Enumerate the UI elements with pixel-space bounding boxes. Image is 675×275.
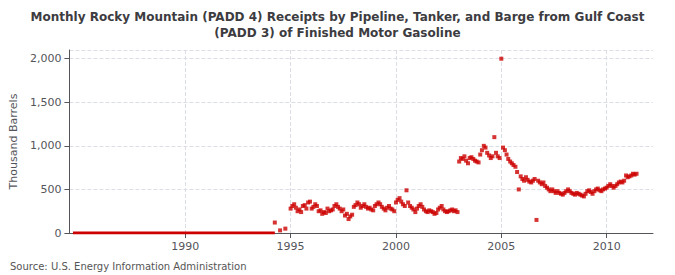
svg-text:1,000: 1,000 xyxy=(30,139,62,152)
svg-text:2,000: 2,000 xyxy=(30,52,62,65)
svg-text:1995: 1995 xyxy=(277,240,305,253)
svg-text:Thousand Barrels: Thousand Barrels xyxy=(7,93,20,190)
svg-text:2010: 2010 xyxy=(593,240,621,253)
svg-text:Monthly Rocky Mountain (PADD 4: Monthly Rocky Mountain (PADD 4) Receipts… xyxy=(31,10,645,24)
svg-text:1,500: 1,500 xyxy=(30,96,62,109)
svg-text:2005: 2005 xyxy=(487,240,515,253)
svg-text:0: 0 xyxy=(54,227,61,240)
svg-text:1990: 1990 xyxy=(171,240,199,253)
svg-text:2000: 2000 xyxy=(382,240,410,253)
svg-text:(PADD 3) of Finished Motor Gas: (PADD 3) of Finished Motor Gasoline xyxy=(214,26,460,40)
svg-text:500: 500 xyxy=(40,183,61,196)
svg-text:Source: U.S. Energy Informatio: Source: U.S. Energy Information Administ… xyxy=(10,261,247,272)
